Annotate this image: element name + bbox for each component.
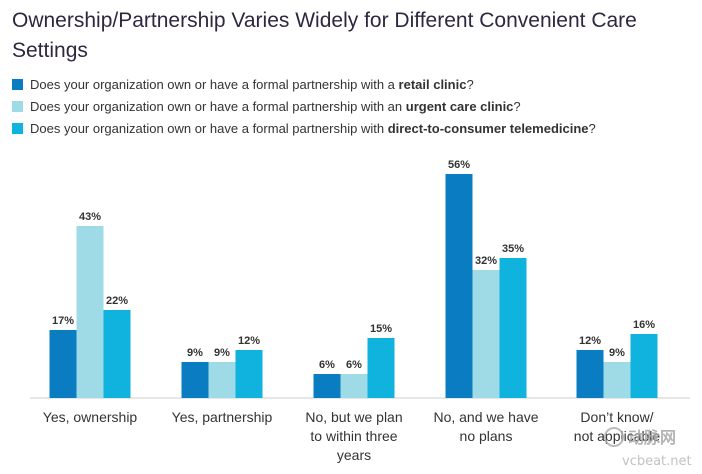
- bar-direct-to-consumer-telemedicine-4: [630, 334, 658, 398]
- legend-swatch-retail-clinic: [12, 78, 23, 90]
- value-label-retail-clinic-0: 17%: [52, 315, 74, 327]
- category-label-2-line-0: No, but we plan: [305, 409, 402, 425]
- bar-direct-to-consumer-telemedicine-0: [103, 310, 131, 398]
- watermark: 动脉网 vcbeat.net: [604, 427, 692, 469]
- bar-retail-clinic-0: [49, 330, 77, 398]
- chart-title: Ownership/Partnership Varies Widely for …: [12, 9, 637, 62]
- value-label-retail-clinic-3: 56%: [448, 159, 470, 171]
- bar-urgent-care-clinic-4: [603, 362, 631, 398]
- value-label-direct-to-consumer-telemedicine-1: 12%: [238, 335, 260, 347]
- value-label-urgent-care-clinic-0: 43%: [79, 211, 101, 223]
- legend-item-retail-clinic: Does your organization own or have a for…: [12, 73, 702, 95]
- value-label-retail-clinic-2: 6%: [319, 359, 335, 371]
- legend-swatch-urgent-care-clinic: [12, 100, 23, 112]
- bars-group: [49, 174, 658, 398]
- watermark-logo-icon: [604, 427, 624, 447]
- watermark-site: vcbeat.net: [622, 454, 692, 469]
- value-label-direct-to-consumer-telemedicine-4: 16%: [633, 319, 655, 331]
- legend-item-telemedicine: Does your organization own or have a for…: [12, 117, 702, 139]
- legend-item-urgent-care-clinic: Does your organization own or have a for…: [12, 95, 702, 117]
- legend-swatch-telemedicine: [12, 122, 23, 134]
- value-label-direct-to-consumer-telemedicine-3: 35%: [502, 243, 524, 255]
- bar-urgent-care-clinic-2: [340, 374, 368, 398]
- category-label-3-line-1: no plans: [460, 428, 513, 444]
- value-label-retail-clinic-1: 9%: [187, 347, 203, 359]
- category-label-2-line-2: years: [337, 447, 371, 463]
- category-labels-group: Yes, ownership Yes, partnership No, but we…: [43, 409, 661, 463]
- bar-urgent-care-clinic-1: [208, 362, 236, 398]
- category-label-2-line-1: to within three: [310, 428, 397, 444]
- bar-direct-to-consumer-telemedicine-3: [499, 258, 527, 398]
- value-label-direct-to-consumer-telemedicine-0: 22%: [106, 295, 128, 307]
- bar-direct-to-consumer-telemedicine-2: [367, 338, 395, 398]
- category-label-0-line-0: Yes, ownership: [43, 409, 138, 425]
- category-label-1-line-0: Yes, partnership: [172, 409, 273, 425]
- value-label-urgent-care-clinic-2: 6%: [346, 359, 362, 371]
- value-label-retail-clinic-4: 12%: [579, 335, 601, 347]
- bar-retail-clinic-1: [181, 362, 209, 398]
- legend: Does your organization own or have a for…: [12, 73, 702, 139]
- value-labels-group: 17% 43% 22% 9% 9% 12% 6% 6% 15% 56% 32% 35% 12% 9% 16%: [52, 159, 655, 371]
- bar-retail-clinic-2: [313, 374, 341, 398]
- bar-retail-clinic-4: [576, 350, 604, 398]
- category-label-4-line-0: Don’t know/: [580, 409, 653, 425]
- value-label-direct-to-consumer-telemedicine-2: 15%: [370, 323, 392, 335]
- bar-urgent-care-clinic-3: [472, 270, 500, 398]
- category-label-4-line-1: not applicable: [574, 428, 661, 444]
- bar-urgent-care-clinic-0: [76, 226, 104, 398]
- watermark-brand: 动脉网: [628, 428, 676, 447]
- bar-direct-to-consumer-telemedicine-1: [235, 350, 263, 398]
- value-label-urgent-care-clinic-3: 32%: [475, 255, 497, 267]
- category-label-3-line-0: No, and we have: [433, 409, 538, 425]
- bar-retail-clinic-3: [445, 174, 473, 398]
- value-label-urgent-care-clinic-4: 9%: [609, 347, 625, 359]
- value-label-urgent-care-clinic-1: 9%: [214, 347, 230, 359]
